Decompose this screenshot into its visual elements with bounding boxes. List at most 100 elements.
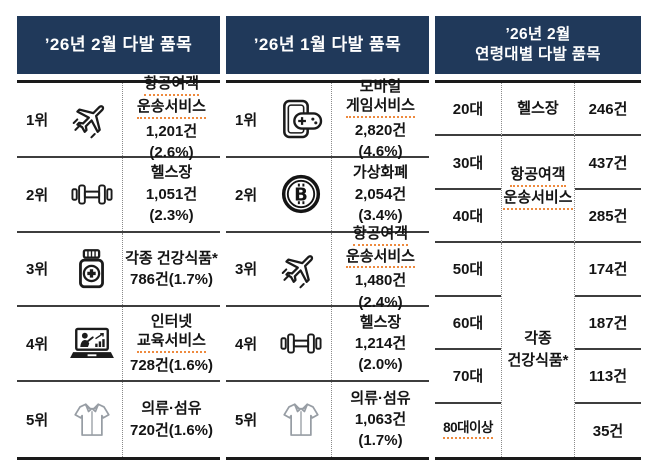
item-name: 운송서비스 bbox=[503, 189, 573, 210]
item-name: 항공여객 bbox=[352, 225, 409, 246]
rank-cell: 1위 bbox=[17, 83, 123, 156]
item-name: 항공여객 bbox=[143, 75, 200, 97]
shirt-icon bbox=[270, 400, 331, 440]
rank-cell: 2위 bbox=[17, 157, 123, 231]
dumbbell-icon bbox=[270, 331, 331, 356]
monthly-frequent-items-figure: ’26년 2월 다발 품목 1위 항공여객 운송서비스 1,201건(2.6%) bbox=[17, 16, 641, 460]
age-label: 50대 bbox=[435, 243, 501, 297]
age-count: 174건 bbox=[575, 243, 641, 297]
table-title-line: 연령대별 다발 품목 bbox=[475, 46, 601, 63]
item-name: 운송서비스 bbox=[345, 248, 415, 269]
table-row: 1위 항공여객 운송서비스 1,201건(2.6%) bbox=[17, 75, 220, 161]
item-name: 의류·섬유 bbox=[141, 400, 202, 418]
item-name: 각종 bbox=[524, 330, 552, 348]
rank-cell: 3위 bbox=[17, 232, 123, 306]
item-count: 1,063건(1.7%) bbox=[354, 410, 407, 450]
item-name: 인터넷 bbox=[150, 313, 193, 331]
item-count: 2,054건(3.4%) bbox=[354, 185, 407, 224]
table-row: 1위 모바일 게임서비스 2,820건(4.6%) bbox=[226, 78, 429, 160]
item-cell: 항공여객 운송서비스 1,480건(2.4%) bbox=[332, 225, 429, 311]
item-count: 1,051건(2.3%) bbox=[145, 185, 198, 224]
item-name: 헬스장 bbox=[150, 164, 193, 182]
airplane-icon bbox=[61, 99, 122, 139]
svg-text:B: B bbox=[294, 185, 308, 206]
table-body-age: 20대 30대 40대 50대 60대 70대 80대이상 헬스장 항공여객 운… bbox=[435, 80, 641, 460]
age-count: 35건 bbox=[592, 422, 624, 440]
item-name: 의류·섬유 bbox=[350, 389, 411, 407]
item-count: 1,480건(2.4%) bbox=[354, 272, 407, 311]
item-cell: 모바일 게임서비스 2,820건(4.6%) bbox=[332, 78, 429, 160]
airplane-icon bbox=[270, 249, 331, 289]
rank-label: 3위 bbox=[26, 261, 49, 279]
item-cell: 헬스장 1,214건(2.0%) bbox=[332, 307, 429, 380]
rank-cell: 4위 bbox=[17, 307, 123, 381]
rank-label: 4위 bbox=[26, 336, 49, 354]
item-cell: 각종 건강식품* 786건(1.7%) bbox=[123, 233, 220, 306]
item-cell: 의류·섬유 1,063건(1.7%) bbox=[332, 382, 429, 457]
rank-cell: 1위 bbox=[226, 83, 332, 156]
table-header-feb: ’26년 2월 다발 품목 bbox=[17, 16, 220, 74]
age-label: 60대 bbox=[435, 297, 501, 351]
age-count: 246건 bbox=[575, 83, 641, 137]
rank-label: 1위 bbox=[26, 111, 49, 129]
shirt-icon bbox=[61, 400, 122, 440]
age-count: 437건 bbox=[575, 136, 641, 190]
dumbbell-icon bbox=[61, 182, 122, 207]
table-feb-top-items: ’26년 2월 다발 품목 1위 항공여객 운송서비스 1,201건(2.6%) bbox=[17, 16, 220, 460]
table-row: 2위 헬스장 1,051건(2.3%) bbox=[17, 157, 220, 233]
age-item-cell: 각종 건강식품* bbox=[501, 243, 575, 457]
item-name: 각종 건강식품* bbox=[125, 249, 218, 267]
table-row: 3위 항공여객 운송서비스 1,480건(2.4%) bbox=[226, 225, 429, 311]
table-title-line: ’26년 2월 bbox=[505, 25, 571, 43]
age-item-cell: 헬스장 bbox=[501, 83, 575, 137]
item-name: 모바일 bbox=[359, 78, 402, 96]
item-cell: 가상화폐 2,054건(3.4%) bbox=[332, 158, 429, 231]
item-name: 교육서비스 bbox=[136, 332, 206, 354]
item-name: 가상화폐 bbox=[352, 164, 409, 182]
rank-cell: 3위 bbox=[226, 232, 332, 306]
table-title: ’26년 1월 다발 품목 bbox=[253, 34, 402, 54]
item-cell: 항공여객 운송서비스 1,201건(2.6%) bbox=[123, 75, 220, 161]
table-jan-top-items: ’26년 1월 다발 품목 1위 모바일 게임서비스 2,820건(4.6%) bbox=[226, 16, 429, 460]
rank-label: 3위 bbox=[235, 261, 258, 279]
bitcoin-icon: B bbox=[270, 174, 331, 214]
rank-cell: 5위 bbox=[17, 382, 123, 457]
age-label: 40대 bbox=[435, 190, 501, 244]
age-label: 80대이상 bbox=[435, 404, 501, 457]
rank-cell: 4위 bbox=[226, 307, 332, 381]
mobile-game-icon bbox=[270, 99, 331, 139]
table-row: 2위 B 가상화폐 2,054건(3.4%) bbox=[226, 157, 429, 233]
age-count: 113건 bbox=[575, 350, 641, 404]
rank-label: 5위 bbox=[26, 412, 49, 430]
item-cell: 헬스장 1,051건(2.3%) bbox=[123, 158, 220, 231]
item-cell: 의류·섬유 720건(1.6%) bbox=[123, 382, 220, 457]
table-header-age: ’26년 2월 연령대별 다발 품목 bbox=[435, 16, 641, 74]
item-name: 게임서비스 bbox=[345, 97, 415, 119]
rank-label: 4위 bbox=[235, 336, 258, 354]
item-count: 1,214건(2.0%) bbox=[354, 335, 407, 374]
pill-bottle-icon bbox=[61, 248, 122, 289]
age-label: 70대 bbox=[435, 350, 501, 404]
item-cell: 인터넷 교육서비스 728건(1.6%) bbox=[123, 307, 220, 380]
item-name: 헬스장 bbox=[359, 313, 402, 331]
table-row: 4위 헬스장 1,214건(2.0%) bbox=[226, 307, 429, 383]
table-body-jan: 1위 모바일 게임서비스 2,820건(4.6%) 2위 bbox=[226, 78, 429, 460]
table-age-group-items: ’26년 2월 연령대별 다발 품목 20대 30대 40대 50대 60대 7… bbox=[435, 16, 641, 460]
rank-label: 5위 bbox=[235, 412, 258, 430]
item-name: 항공여객 bbox=[510, 166, 566, 187]
table-title: ’26년 2월 다발 품목 bbox=[44, 34, 193, 54]
age-item-cell: 항공여객 운송서비스 bbox=[501, 136, 575, 244]
rank-label: 2위 bbox=[26, 186, 49, 204]
rank-label: 2위 bbox=[235, 186, 258, 204]
age-label: 20대 bbox=[435, 83, 501, 137]
table-row: 4위 인터넷 교육서비스 728건(1.6%) bbox=[17, 307, 220, 383]
table-row: 5위 의류·섬유 720건(1.6%) bbox=[17, 382, 220, 457]
age-count: 187건 bbox=[575, 297, 641, 351]
online-education-icon bbox=[61, 327, 122, 361]
item-count: 1,201건(2.6%) bbox=[145, 122, 198, 162]
age-label-text: 80대이상 bbox=[443, 420, 493, 439]
table-row: 5위 의류·섬유 1,063건(1.7%) bbox=[226, 382, 429, 457]
age-count: 285건 bbox=[575, 190, 641, 244]
item-name: 헬스장 bbox=[517, 99, 559, 117]
item-count: 786건(1.7%) bbox=[129, 270, 213, 288]
